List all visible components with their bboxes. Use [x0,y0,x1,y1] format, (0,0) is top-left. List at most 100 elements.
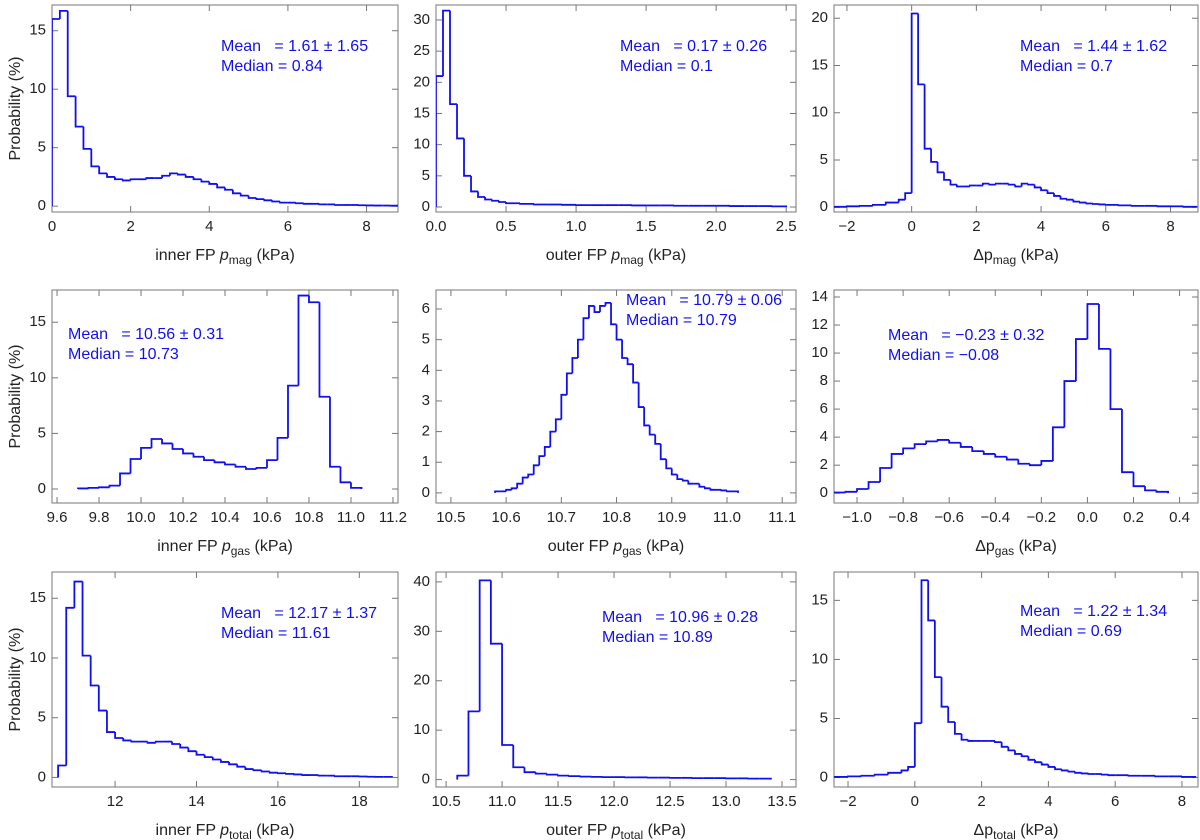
histogram-step [334,204,343,206]
x-tick-label: 10.6 [252,509,281,526]
histogram-step [436,75,444,208]
plot-frame [51,289,399,504]
histogram-step [1127,774,1142,777]
histogram-step [150,438,163,448]
annotation: Median = 0.1 [620,58,713,75]
annotation: Mean = 12.17 ± 1.37 [221,605,377,622]
histogram-step [255,466,267,469]
y-tick-label: 0 [422,484,430,501]
histogram-step [698,483,705,488]
histogram-step [626,358,634,366]
histogram-step [463,138,472,177]
histogram-step [122,738,132,742]
histogram-step [224,462,236,466]
histogram-step [89,655,99,687]
histogram-step [615,324,623,341]
histogram-step [549,430,556,447]
histogram-step [106,710,116,733]
histogram-step [302,202,312,205]
y-tick-label: 20 [811,9,828,26]
histogram-step [512,744,525,769]
histogram-step [1181,776,1197,778]
x-label-suffix: (kPa) [1016,247,1059,264]
histogram-step [670,468,678,476]
histogram-step [192,176,202,181]
histogram-step [501,643,514,746]
x-tick-label: 0 [907,218,915,235]
y-tick-label: 0 [38,768,46,785]
histogram-step [456,774,469,780]
annotation: Mean = 0.17 ± 0.26 [620,38,767,55]
y-tick-label: 10 [811,344,828,361]
histogram-step [1080,772,1089,775]
histogram-step [203,754,213,759]
histogram-step [224,187,233,191]
histogram [52,9,398,207]
histogram-step [884,201,899,205]
histogram-step [834,491,846,494]
histogram-step [879,467,892,482]
annotation: Mean = −0.23 ± 0.32 [888,327,1045,344]
histogram-step [582,317,589,340]
x-tick-label: 10.0 [126,509,155,526]
y-tick-label: 20 [413,73,430,90]
histogram-step [187,747,197,753]
histogram-step [927,580,935,622]
x-tick-label: 2.5 [776,218,797,235]
histogram-step [621,339,628,359]
histogram-step [560,393,567,420]
x-tick-label: 10.8 [602,509,631,526]
y-tick-label: 10 [413,136,430,153]
histogram-step [244,766,254,770]
histogram-step [1053,193,1061,197]
histogram-step [192,453,205,458]
y-tick-label: 5 [38,709,46,726]
histogram-step [247,195,257,199]
x-label-symbol: Δp [973,247,993,264]
panel: −1.0 −0.8 −0.6 −0.4 −0.2 0.0 0.2 0.4 0 2 4 6 8 10 12 14… [811,288,1199,558]
y-tick-label: 10 [29,649,46,666]
x-tick-label: 10.4 [210,509,239,526]
x-label-symbol: p [610,247,620,264]
histogram-step [287,384,299,438]
histogram-step [234,464,246,468]
histogram-step [510,487,518,490]
histogram-step [1075,338,1088,382]
x-label-subscript: total [993,828,1016,840]
histogram-step [1028,463,1042,467]
x-tick-label: 8 [1166,218,1174,235]
y-axis-label: Probability (%) [7,627,24,731]
histogram-step [949,179,957,186]
histogram-step [1182,205,1198,208]
annotation: Mean = 10.56 ± 0.31 [68,326,224,343]
x-tick-label: 11.5 [544,793,572,810]
y-tick-label: 10 [811,104,828,121]
histogram-step [930,148,938,163]
panel: −2 0 2 4 6 8 0 5 10 15 Mean = 1.22 ± 1.34 Median = … [811,571,1199,840]
x-tick-label: 12 [107,793,124,810]
histogram-step [266,459,278,468]
histogram-step [960,733,969,741]
x-axis-label: outer FP pmag (kPa) [546,247,686,267]
histogram [834,12,1198,208]
histogram-step [271,200,281,203]
annotation: Mean = 10.79 ± 0.06 [626,292,782,309]
y-axis-label: Probability (%) [7,56,24,160]
histogram-step [968,184,977,187]
histogram-step [588,305,595,319]
histogram-step [220,759,230,763]
x-tick-label: 10.5 [431,793,460,810]
histogram-step [245,466,257,470]
x-tick-label: −0.8 [888,509,918,526]
plot-frame [51,4,399,213]
x-tick-label: 9.8 [89,509,110,526]
x-tick-label: 2 [977,793,985,810]
histogram-step [943,172,951,181]
histogram-step [940,677,949,708]
histogram-step [171,741,181,745]
histogram-step [140,446,152,459]
histogram-step [334,775,344,778]
histogram-step [81,581,91,657]
histogram-step [498,200,507,203]
annotation: Mean = 1.61 ± 1.65 [221,38,368,55]
